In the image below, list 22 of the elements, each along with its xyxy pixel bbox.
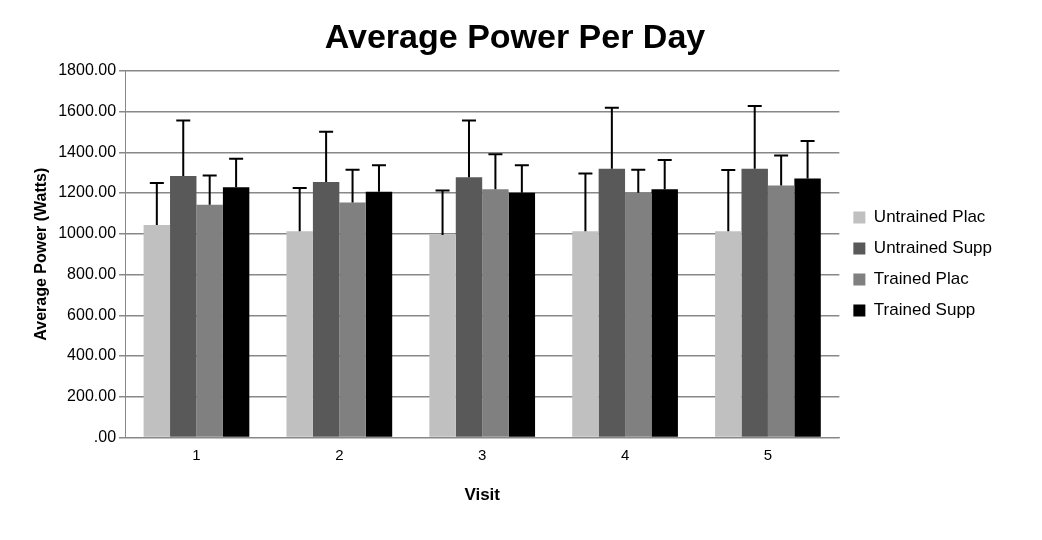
x-tick-label: 1 — [192, 445, 201, 463]
x-tick-label: 4 — [620, 445, 630, 463]
y-axis-title: Average Power (Watts) — [32, 167, 50, 341]
chart-title: Average Power Per Day — [324, 16, 706, 55]
legend-label: Untrained Plac — [873, 207, 986, 227]
y-tick-label: 1200.00 — [58, 183, 117, 201]
y-tick-label: 600.00 — [67, 305, 117, 323]
y-tick-label: 1000.00 — [58, 224, 117, 242]
legend-label: Untrained Supp — [873, 238, 992, 258]
y-tick-label: 1800.00 — [58, 61, 117, 79]
y-tick-label: 400.00 — [67, 346, 117, 364]
x-tick-label: 2 — [335, 445, 344, 463]
x-tick-label: 5 — [763, 445, 773, 463]
y-tick-label: 800.00 — [67, 264, 117, 282]
y-tick-label: 1400.00 — [58, 142, 117, 160]
x-axis-title: Visit — [464, 485, 501, 505]
legend-label: Trained Plac — [873, 269, 970, 289]
y-tick-label: 1600.00 — [58, 101, 117, 119]
y-tick-label: 200.00 — [67, 387, 117, 405]
legend-label: Trained Supp — [873, 300, 976, 320]
x-tick-label: 3 — [478, 445, 487, 463]
y-tick-label: .00 — [93, 428, 117, 446]
